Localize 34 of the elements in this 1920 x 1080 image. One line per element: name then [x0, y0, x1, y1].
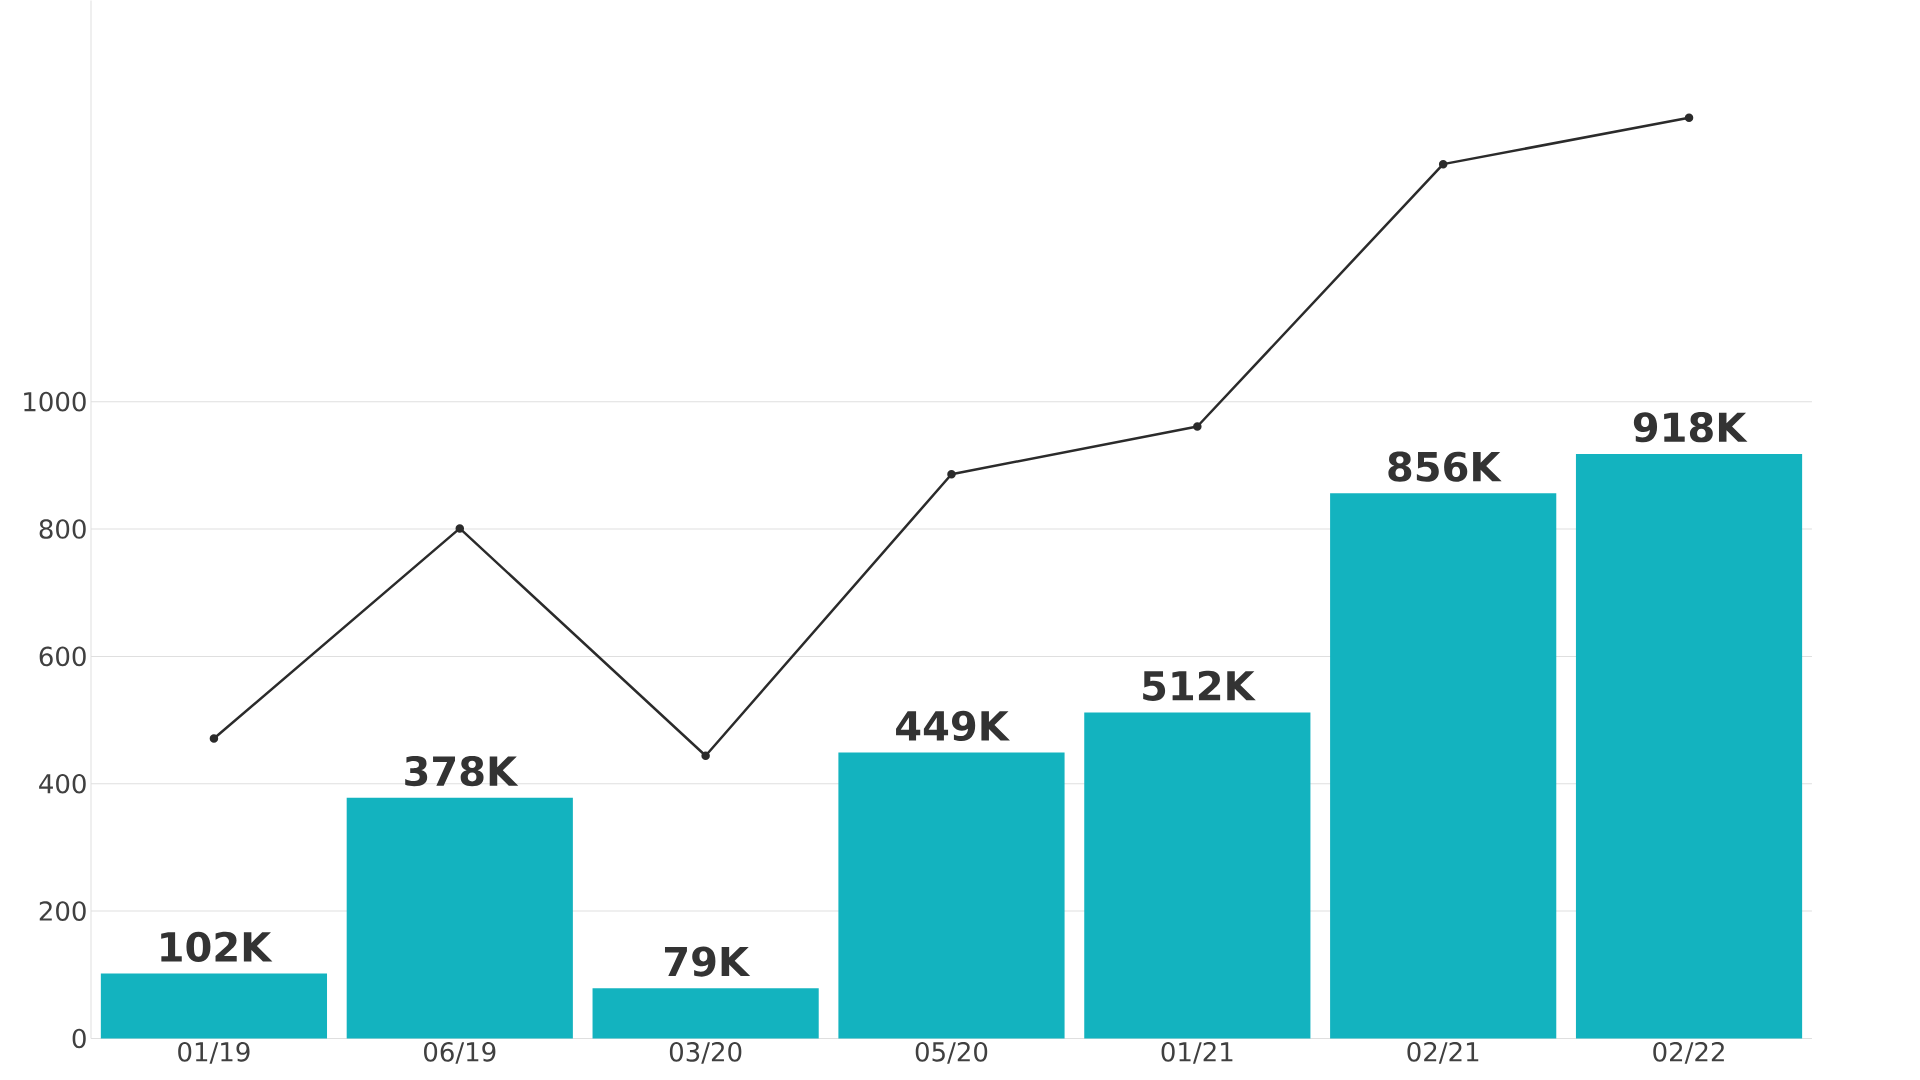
data-label: 79K: [664, 946, 751, 977]
point: [947, 469, 956, 479]
point: [1684, 113, 1694, 122]
bar: [1330, 493, 1557, 1039]
y-tick-label: 800: [39, 518, 86, 539]
x-tick-label: 06/19: [424, 1041, 496, 1064]
bar: [100, 973, 328, 1039]
y-tick-label: 0: [72, 1028, 86, 1049]
y-tick-label: 600: [39, 646, 86, 666]
data-label: 102K: [161, 931, 273, 962]
x-tick-label: 01/21: [1161, 1041, 1233, 1064]
bar: [838, 752, 1065, 1039]
data-label: 449K: [896, 710, 1010, 741]
x-tick-label: 02/22: [1653, 1041, 1724, 1064]
point: [1438, 159, 1448, 169]
bar: [1575, 453, 1803, 1039]
data-label: 378K: [405, 755, 519, 786]
x-tick-label: 02/21: [1407, 1041, 1479, 1064]
x-tick-label: 05/20: [915, 1041, 988, 1064]
data-label: 918K: [1633, 411, 1748, 443]
point: [701, 751, 710, 760]
point: [455, 523, 465, 533]
y-tick-label: 400: [39, 773, 86, 794]
point: [209, 734, 219, 743]
bar: [346, 797, 573, 1039]
bar: [1084, 712, 1311, 1039]
y-tick-label: 1000: [24, 391, 86, 412]
data-label: 856K: [1388, 451, 1502, 482]
x-tick-label: 03/20: [669, 1041, 742, 1064]
point: [1193, 422, 1202, 431]
bar: [592, 987, 819, 1039]
x-tick-label: 01/19: [178, 1041, 250, 1064]
y-tick-label: 200: [39, 901, 86, 921]
data-label: 512K: [1143, 670, 1256, 701]
